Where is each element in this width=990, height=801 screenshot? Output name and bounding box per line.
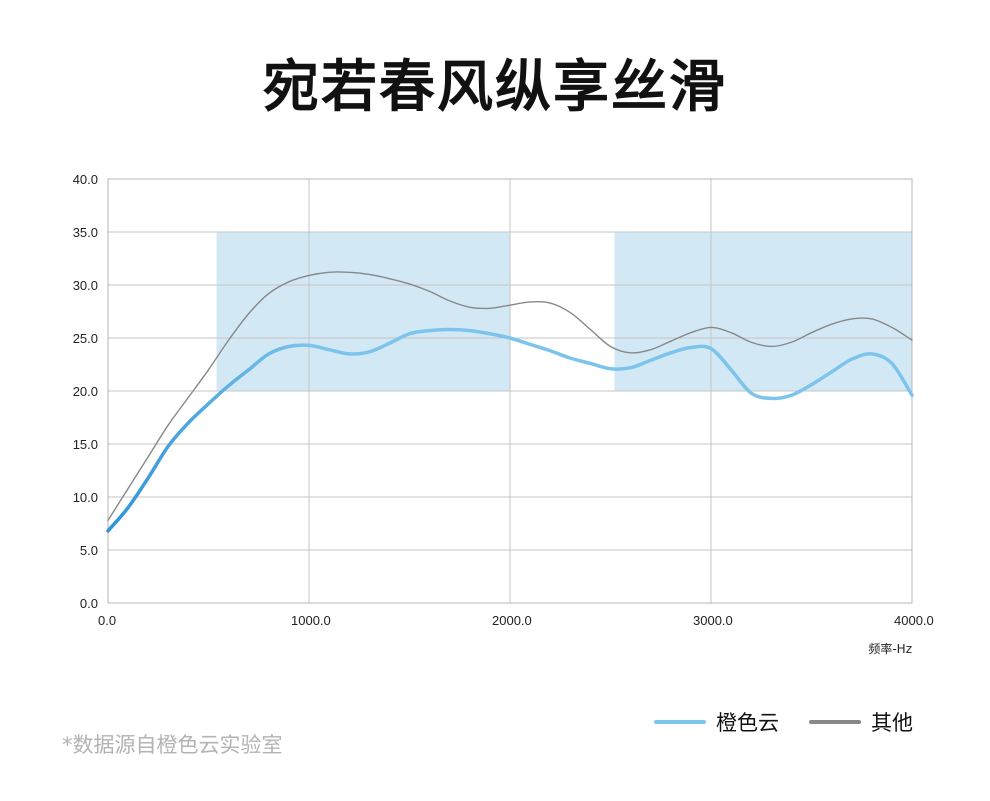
legend-swatch-other [809, 720, 861, 724]
x-tick-label: 0.0 [98, 613, 116, 628]
series-line-other [107, 271, 913, 522]
y-tick-label: 30.0 [73, 278, 98, 293]
y-tick-label: 15.0 [73, 437, 98, 452]
y-tick-label: 20.0 [73, 384, 98, 399]
x-axis-label: 频率-Hz [868, 641, 912, 656]
shaded-region-1 [216, 232, 511, 391]
shaded-region-2 [614, 232, 912, 391]
footnote: *数据源自橙色云实验室 [62, 733, 283, 757]
plot-frame [107, 178, 913, 604]
shaded-regions [216, 232, 912, 391]
legend-item-other: 其他 [809, 707, 913, 737]
y-tick-label: 10.0 [73, 490, 98, 505]
x-tick-label: 3000.0 [693, 613, 733, 628]
legend-label: 其他 [871, 711, 913, 735]
x-tick-labels: 0.0 1000.0 2000.0 3000.0 4000.0 [98, 613, 934, 628]
x-tick-label: 1000.0 [291, 613, 331, 628]
chart-title: 宛若春风纵享丝滑 [263, 55, 727, 120]
y-tick-label: 40.0 [73, 172, 98, 187]
series-line-orange-cloud [106, 327, 914, 533]
series-lines [106, 271, 914, 533]
y-tick-label: 0.0 [80, 596, 98, 611]
y-tick-label: 5.0 [80, 543, 98, 558]
y-tick-label: 25.0 [73, 331, 98, 346]
x-tick-label: 4000.0 [894, 613, 934, 628]
x-tick-label: 2000.0 [492, 613, 532, 628]
legend-item-orange-cloud: 橙色云 [654, 707, 779, 737]
y-tick-labels: 0.0 5.0 10.0 15.0 20.0 25.0 30.0 35.0 40.0 [73, 172, 98, 611]
y-tick-label: 35.0 [73, 225, 98, 240]
legend-swatch-orange-cloud [654, 720, 706, 724]
legend: 橙色云 其他 [654, 706, 913, 738]
legend-label: 橙色云 [716, 711, 779, 735]
